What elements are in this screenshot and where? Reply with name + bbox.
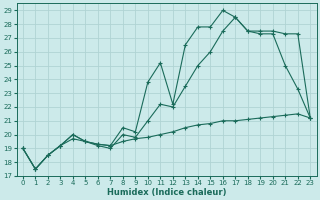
X-axis label: Humidex (Indice chaleur): Humidex (Indice chaleur) bbox=[107, 188, 226, 197]
